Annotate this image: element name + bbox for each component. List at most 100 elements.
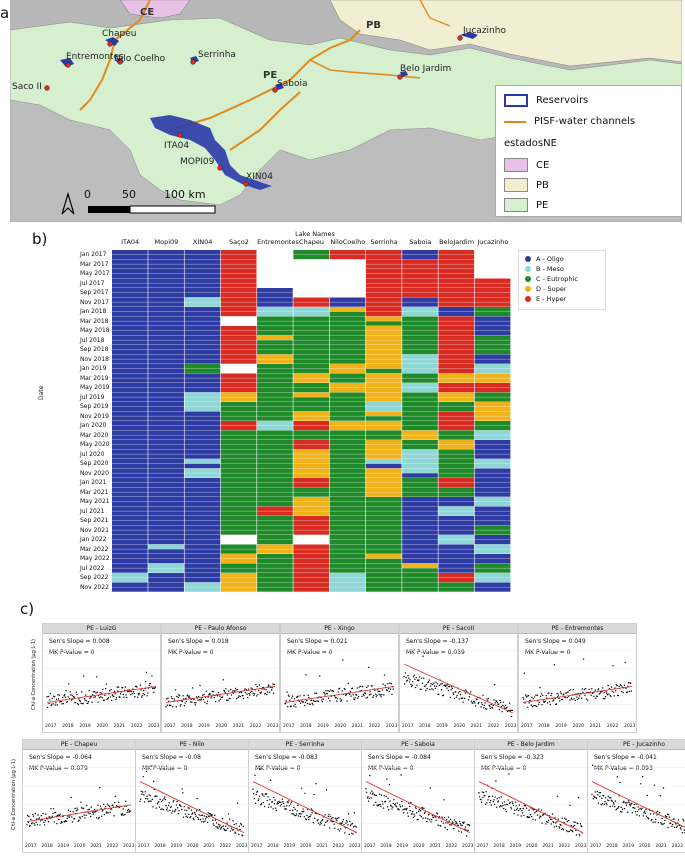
year-tick: 2023 (624, 724, 636, 729)
heatmap-cell (402, 473, 438, 478)
data-point (204, 701, 206, 703)
data-point (232, 820, 234, 822)
heatmap-cell (112, 563, 148, 568)
data-point (181, 788, 183, 790)
data-point (304, 701, 307, 704)
data-point (485, 791, 487, 793)
heatmap-cell (293, 520, 330, 526)
pe-swatch (504, 198, 528, 212)
data-point (464, 692, 467, 694)
heatmap-cell (220, 411, 257, 416)
heatmap-cell (184, 520, 221, 526)
data-point (521, 812, 524, 814)
data-point (197, 816, 199, 819)
heatmap-row-label: Sep 2021 (80, 517, 109, 524)
scale-mid: 50 (122, 188, 136, 201)
heatmap-cell (329, 406, 366, 412)
trend-facet: PE - SacoII Sen's Slope = -0.137 MK P-Valu… (399, 623, 518, 733)
data-point (514, 801, 517, 803)
data-point (66, 700, 69, 703)
data-point (564, 817, 566, 819)
heatmap-cell (112, 359, 148, 364)
data-point (351, 832, 353, 834)
heatmap-cell (329, 311, 366, 317)
data-point (193, 702, 196, 704)
data-point (564, 696, 566, 699)
data-point (625, 687, 627, 689)
data-point (531, 705, 534, 708)
data-point (28, 815, 30, 818)
trend-line (139, 781, 245, 834)
data-point (68, 816, 70, 819)
heatmap-cell (184, 463, 221, 469)
year-tick: 2019 (57, 844, 70, 849)
heatmap-cell (402, 307, 438, 312)
data-point (404, 672, 407, 674)
data-point (452, 692, 454, 694)
data-point (508, 773, 510, 775)
data-point (501, 805, 503, 807)
heatmap-cell (438, 259, 475, 264)
data-point (442, 822, 445, 824)
data-point (291, 697, 293, 699)
data-point (139, 798, 142, 800)
heatmap-row-label: Jan 2021 (80, 479, 107, 486)
data-point (426, 820, 428, 823)
heatmap-row-label: Jul 2020 (80, 450, 105, 458)
data-point (444, 826, 446, 829)
data-point (70, 796, 72, 799)
heatmap-cell (148, 582, 184, 587)
data-point (466, 824, 469, 826)
data-point (282, 802, 285, 805)
data-point (343, 823, 345, 826)
heatmap-cell (293, 530, 330, 535)
data-point (70, 699, 73, 701)
scale-end: 100 km (164, 188, 206, 201)
heatmap-cell (438, 577, 475, 583)
data-point (415, 807, 417, 810)
heatmap-cell (365, 311, 402, 317)
data-point (204, 820, 206, 822)
data-point (348, 833, 350, 836)
data-point (399, 805, 402, 808)
data-point (279, 805, 281, 807)
data-point (384, 684, 386, 687)
mk-pvalue: MK P-Value = 0 (481, 765, 527, 772)
data-point (493, 799, 495, 801)
heatmap-cell (257, 444, 293, 450)
data-point (297, 695, 299, 697)
data-point (400, 774, 402, 776)
heatmap-cell (184, 487, 221, 492)
heatmap-cell (112, 392, 148, 397)
heatmap-cell (402, 487, 438, 492)
data-point (458, 820, 461, 823)
legend-channels: PISF-water channels (504, 116, 635, 127)
data-point (481, 791, 483, 793)
data-point (512, 802, 514, 805)
data-point (263, 795, 265, 797)
data-point (51, 697, 54, 700)
data-point (627, 811, 629, 813)
data-point (370, 797, 372, 799)
heatmap-cell (438, 444, 475, 450)
heatmap-cell (402, 425, 438, 431)
facet-plot (362, 767, 474, 837)
facet-title: PE - Saboia (362, 740, 474, 750)
heatmap-cell (148, 359, 184, 364)
heatmap-cell (257, 587, 293, 592)
heatmap-cell (257, 378, 293, 383)
data-point (60, 700, 63, 703)
data-point (412, 676, 415, 678)
data-point (377, 804, 380, 807)
data-point (591, 688, 593, 690)
data-point (443, 799, 445, 801)
heatmap-cell (365, 250, 402, 255)
data-point (299, 812, 301, 815)
heatmap-cell (438, 411, 475, 416)
data-point (430, 683, 432, 685)
trend-facet: PE - LuizG Sen's Slope = 0.008 MK P-Value … (42, 623, 161, 733)
data-point (465, 689, 467, 691)
data-point (427, 681, 430, 683)
data-point (152, 687, 154, 689)
facet-plot (162, 650, 279, 708)
